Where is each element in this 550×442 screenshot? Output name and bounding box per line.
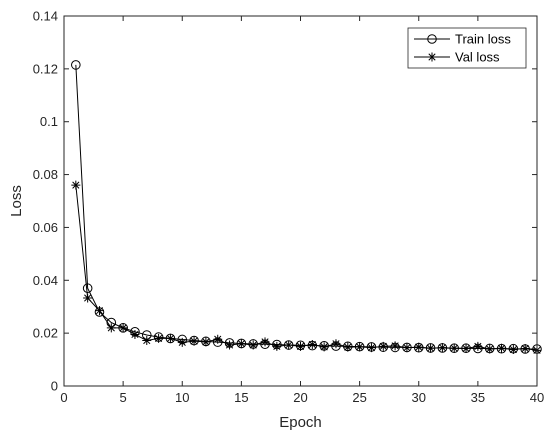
legend-label: Val loss: [455, 50, 500, 65]
plot-frame: [63, 15, 538, 387]
data-point-val-loss: [296, 341, 305, 351]
y-tick-label: 0.06: [33, 220, 58, 235]
data-point-val-loss: [437, 343, 447, 353]
y-tick-label: 0.14: [33, 9, 58, 24]
x-tick-label: 0: [60, 390, 67, 405]
data-point-val-loss: [485, 344, 495, 354]
data-point-val-loss: [94, 306, 104, 316]
data-point-val-loss: [284, 340, 294, 350]
legend-entries: Train loss Val loss: [414, 32, 511, 65]
x-tick-label: 40: [530, 390, 544, 405]
x-tick-label: 15: [234, 390, 248, 405]
y-tick-label: 0.02: [33, 326, 58, 341]
data-point-val-loss: [390, 341, 400, 351]
data-point-val-loss: [355, 342, 365, 352]
legend: Train loss Val loss: [407, 27, 527, 69]
data-point-val-loss: [213, 334, 223, 344]
x-tick-label: 20: [293, 390, 307, 405]
data-point-val-loss: [201, 337, 211, 347]
data-point-val-loss: [71, 180, 81, 190]
data-point-val-loss: [402, 343, 412, 353]
legend-marker-circle: [427, 34, 437, 44]
legend-label: Train loss: [455, 32, 511, 47]
series-layer: [71, 60, 542, 355]
data-point-val-loss: [319, 342, 329, 352]
data-point-val-loss: [165, 333, 175, 343]
data-point-val-loss: [508, 345, 518, 355]
data-point-val-loss: [236, 339, 246, 349]
data-point-val-loss: [307, 340, 317, 350]
x-axis-label: Epoch: [279, 414, 322, 431]
data-point-val-loss: [378, 341, 388, 351]
y-tick-label: 0.12: [33, 61, 58, 76]
data-point-val-loss: [520, 343, 530, 353]
y-tick-label: 0: [51, 379, 58, 394]
data-point-val-loss: [248, 340, 258, 350]
plot-area: [64, 16, 537, 386]
y-tick-label: 0.08: [33, 167, 58, 182]
data-point-val-loss: [473, 341, 483, 351]
data-point-val-loss: [449, 343, 459, 353]
series-line-val-loss: [75, 185, 538, 351]
legend-marker-asterisk: [427, 52, 437, 62]
data-point-val-loss: [106, 323, 116, 333]
ticks-layer: 0 5 10 15 20 25 30 35 40 0 0.02 0.04 0.06 0.08 0.1 0.12…: [33, 9, 545, 406]
y-tick-label: 0.1: [40, 114, 58, 129]
legend-entry-val-loss: Val loss: [414, 50, 500, 65]
data-point-train-loss: [71, 60, 81, 70]
x-tick-label: 10: [175, 390, 189, 405]
data-point-val-loss: [142, 336, 152, 346]
data-point-val-loss: [497, 343, 507, 353]
x-tick-label: 35: [471, 390, 485, 405]
data-point-val-loss: [426, 343, 436, 353]
data-point-val-loss: [83, 293, 93, 303]
series-val-loss: [71, 180, 542, 355]
x-tick-label: 25: [352, 390, 366, 405]
data-point-val-loss: [177, 337, 187, 347]
data-point-val-loss: [130, 329, 140, 339]
y-tick-label: 0.04: [33, 273, 58, 288]
data-point-val-loss: [154, 333, 164, 343]
legend-box: [407, 27, 527, 69]
data-point-val-loss: [343, 342, 353, 352]
data-point-train-loss: [82, 283, 93, 294]
data-point-val-loss: [414, 342, 424, 352]
data-point-val-loss: [225, 340, 235, 350]
data-point-val-loss: [260, 337, 270, 347]
x-tick-label: 30: [412, 390, 426, 405]
x-tick-label: 5: [120, 390, 127, 405]
y-axis-label: Loss: [8, 185, 25, 217]
data-point-val-loss: [189, 336, 199, 346]
data-point-val-loss: [118, 323, 128, 333]
data-point-val-loss: [366, 343, 376, 353]
data-point-val-loss: [331, 339, 341, 349]
data-point-val-loss: [461, 343, 471, 353]
legend-entry-train-loss: Train loss: [414, 32, 511, 47]
data-point-val-loss: [272, 341, 282, 351]
